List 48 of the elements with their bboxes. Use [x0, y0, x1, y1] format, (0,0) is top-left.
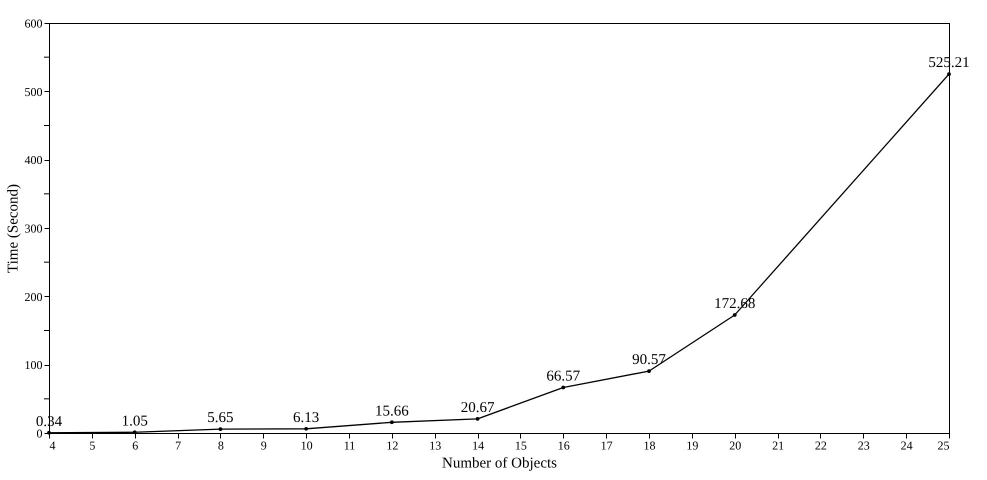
y-tick-label: 0	[36, 426, 42, 440]
x-tick-label: 9	[260, 438, 267, 452]
point	[947, 72, 951, 76]
data-label: 6.13	[293, 410, 320, 426]
point	[218, 427, 222, 432]
x-tick-label: 8	[218, 438, 224, 452]
x-tick-label: 13	[429, 438, 442, 452]
x-tick-label: 12	[386, 438, 398, 452]
y-tick-label: 100	[24, 358, 42, 372]
data-label: 1.05	[122, 413, 148, 430]
x-tick-label: 25	[938, 438, 950, 452]
x-tick-label: 18	[644, 438, 656, 452]
y-tick-label: 200	[24, 290, 42, 304]
x-tick-label: 24	[900, 438, 913, 452]
x-tick-label: 21	[772, 438, 784, 452]
point	[304, 426, 308, 431]
data-label: 20.67	[460, 400, 495, 416]
data-label: 15.66	[374, 403, 410, 420]
data-label: 5.65	[207, 410, 234, 426]
x-tick-label: 22	[814, 438, 827, 452]
x-tick-label: 4	[50, 438, 56, 452]
x-tick-label: 16	[558, 438, 570, 452]
x-tick-label: 23	[858, 438, 870, 452]
x-tick-label: 17	[600, 438, 613, 452]
x-tick-label: 20	[729, 438, 742, 452]
point	[390, 420, 394, 424]
x-axis-title: Number of Objects	[442, 456, 558, 472]
y-tick-label: 400	[24, 153, 42, 168]
x-tick-label: 19	[686, 438, 698, 452]
point	[47, 430, 51, 435]
y-tick-label: 500	[24, 84, 42, 99]
y-tick-label: 600	[24, 16, 42, 30]
y-tick-label: 300	[24, 222, 42, 236]
point	[476, 417, 480, 421]
point	[132, 430, 137, 434]
data-label: 90.57	[632, 352, 666, 368]
x-tick-label: 7	[175, 438, 182, 452]
x-tick-label: 14	[472, 438, 484, 452]
point	[647, 369, 651, 373]
point	[561, 386, 566, 390]
x-tick-label: 6	[132, 438, 138, 452]
x-tick-label: 11	[344, 438, 356, 452]
y-axis-title: Time (Second)	[6, 184, 22, 274]
x-tick-label: 10	[300, 438, 313, 452]
x-tick-label: 15	[514, 438, 527, 452]
point	[732, 313, 737, 317]
data-label: 66.57	[546, 368, 581, 385]
x-tick-label: 5	[89, 438, 96, 452]
